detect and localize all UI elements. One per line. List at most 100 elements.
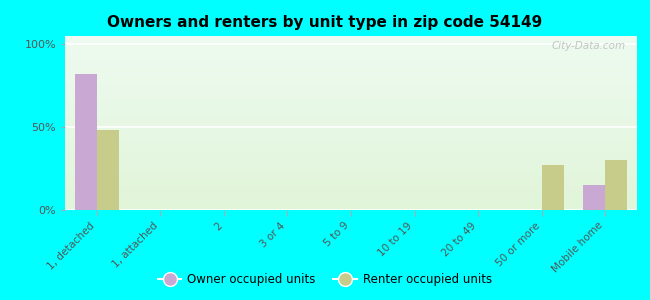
Bar	[65, 42, 637, 43]
Bar	[65, 150, 637, 151]
Bar	[65, 67, 637, 68]
Bar	[65, 191, 637, 192]
Bar	[65, 77, 637, 78]
Bar	[65, 55, 637, 56]
Bar	[65, 202, 637, 203]
Bar	[65, 135, 637, 136]
Bar	[65, 128, 637, 129]
Bar	[65, 130, 637, 131]
Bar	[65, 118, 637, 119]
Bar	[65, 39, 637, 40]
Bar	[65, 153, 637, 154]
Bar	[65, 126, 637, 127]
Text: City-Data.com: City-Data.com	[551, 41, 625, 51]
Bar	[65, 47, 637, 48]
Bar	[65, 115, 637, 116]
Bar	[65, 50, 637, 51]
Bar	[65, 179, 637, 180]
Bar	[65, 88, 637, 89]
Bar	[65, 49, 637, 50]
Bar	[65, 44, 637, 45]
Bar	[65, 51, 637, 52]
Bar	[65, 113, 637, 114]
Bar	[65, 106, 637, 107]
Bar	[65, 145, 637, 146]
Bar	[65, 189, 637, 190]
Bar	[65, 122, 637, 123]
Bar	[65, 171, 637, 172]
Bar	[65, 143, 637, 144]
Bar	[65, 91, 637, 92]
Bar	[65, 198, 637, 199]
Bar	[65, 201, 637, 202]
Bar	[65, 207, 637, 208]
Text: Owners and renters by unit type in zip code 54149: Owners and renters by unit type in zip c…	[107, 15, 543, 30]
Bar	[65, 41, 637, 42]
Bar	[65, 94, 637, 95]
Bar	[65, 159, 637, 160]
Bar	[65, 54, 637, 55]
Bar	[65, 37, 637, 38]
Bar	[65, 103, 637, 104]
Bar	[65, 125, 637, 126]
Bar	[65, 193, 637, 194]
Bar	[65, 177, 637, 178]
Bar	[65, 66, 637, 67]
Bar	[65, 79, 637, 80]
Bar	[65, 200, 637, 201]
Bar	[65, 205, 637, 206]
Bar	[65, 116, 637, 117]
Bar	[65, 208, 637, 209]
Bar	[65, 48, 637, 49]
Bar	[65, 137, 637, 138]
Bar	[65, 101, 637, 102]
Bar	[65, 156, 637, 157]
Bar	[65, 164, 637, 165]
Bar	[65, 163, 637, 164]
Bar	[65, 38, 637, 39]
Bar	[65, 134, 637, 135]
Bar	[65, 81, 637, 82]
Bar	[65, 86, 637, 87]
Bar	[65, 155, 637, 156]
Bar	[65, 65, 637, 66]
Bar	[65, 80, 637, 81]
Bar	[65, 114, 637, 115]
Bar	[65, 160, 637, 161]
Bar	[65, 43, 637, 44]
Bar	[65, 157, 637, 158]
Bar	[65, 111, 637, 112]
Bar	[65, 40, 637, 41]
Bar	[65, 57, 637, 58]
Bar	[65, 160, 637, 161]
Bar	[65, 139, 637, 140]
Bar	[65, 174, 637, 175]
Bar	[65, 105, 637, 106]
Bar	[65, 197, 637, 198]
Bar	[65, 162, 637, 163]
Bar	[65, 123, 637, 124]
Bar	[65, 175, 637, 176]
Bar	[65, 196, 637, 197]
Bar	[65, 206, 637, 207]
Bar	[65, 146, 637, 147]
Bar	[65, 167, 637, 168]
Bar	[65, 89, 637, 90]
Bar	[97, 130, 119, 210]
Bar	[65, 109, 637, 110]
Bar	[65, 194, 637, 195]
Bar	[65, 97, 637, 98]
Bar	[65, 203, 637, 204]
Bar	[65, 192, 637, 193]
Bar	[65, 56, 637, 57]
Bar	[65, 195, 637, 196]
Bar	[65, 152, 637, 153]
Bar	[65, 70, 637, 71]
Bar	[65, 73, 637, 74]
Bar	[65, 133, 637, 134]
Bar	[65, 138, 637, 139]
Bar	[65, 170, 637, 171]
Bar	[65, 136, 637, 137]
Bar	[65, 187, 637, 188]
Bar	[65, 119, 637, 120]
